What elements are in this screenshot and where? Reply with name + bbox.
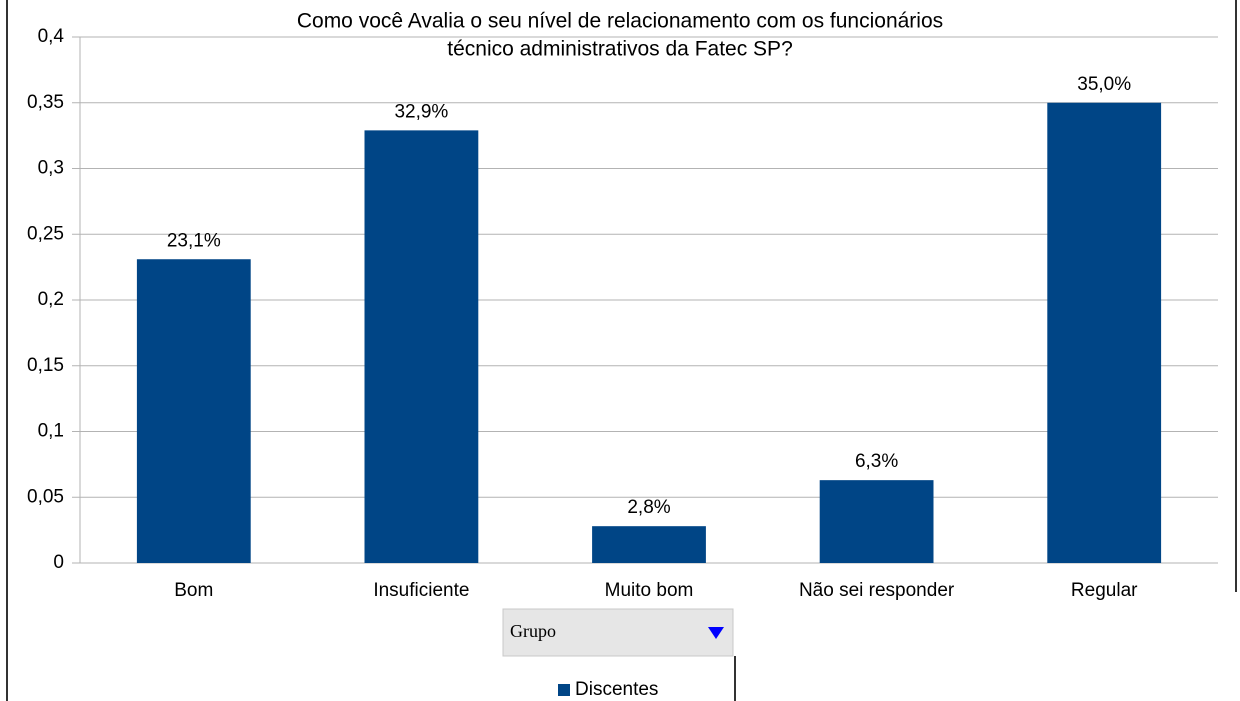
data-label: 23,1%	[167, 230, 221, 251]
y-tick-label: 0	[53, 552, 64, 573]
legend-label: Discentes	[575, 679, 658, 700]
data-label: 2,8%	[627, 497, 670, 518]
y-tick-label: 0,25	[27, 223, 64, 244]
y-tick-label: 0,15	[27, 355, 64, 376]
legend-swatch	[558, 684, 570, 696]
data-label: 6,3%	[855, 451, 898, 472]
chart-title: Como você Avalia o seu nível de relacion…	[297, 10, 943, 33]
x-tick-label: Não sei responder	[799, 580, 955, 601]
y-tick-label: 0,4	[38, 26, 65, 47]
y-tick-label: 0,3	[38, 158, 64, 179]
y-tick-label: 0,35	[27, 92, 64, 113]
bar	[592, 526, 706, 563]
dropdown-label[interactable]: Grupo	[510, 621, 556, 641]
dropdown-arrow[interactable]	[708, 627, 724, 639]
y-tick-label: 0,1	[38, 421, 64, 442]
y-tick-label: 0,2	[38, 289, 64, 310]
bar	[1047, 102, 1162, 563]
bar	[364, 130, 479, 564]
x-tick-label: Insuficiente	[373, 580, 469, 601]
data-label: 32,9%	[394, 101, 448, 122]
x-tick-label: Regular	[1071, 580, 1138, 601]
x-tick-label: Bom	[174, 580, 213, 601]
dropdown[interactable]	[502, 608, 734, 657]
y-tick-label: 0,05	[27, 486, 64, 507]
bar	[136, 259, 251, 563]
x-tick-label: Muito bom	[605, 580, 694, 601]
data-label: 35,0%	[1077, 74, 1131, 95]
chart-title: técnico administrativos da Fatec SP?	[447, 38, 793, 61]
bar	[819, 480, 934, 563]
field-button[interactable]: Grupo	[502, 608, 734, 657]
